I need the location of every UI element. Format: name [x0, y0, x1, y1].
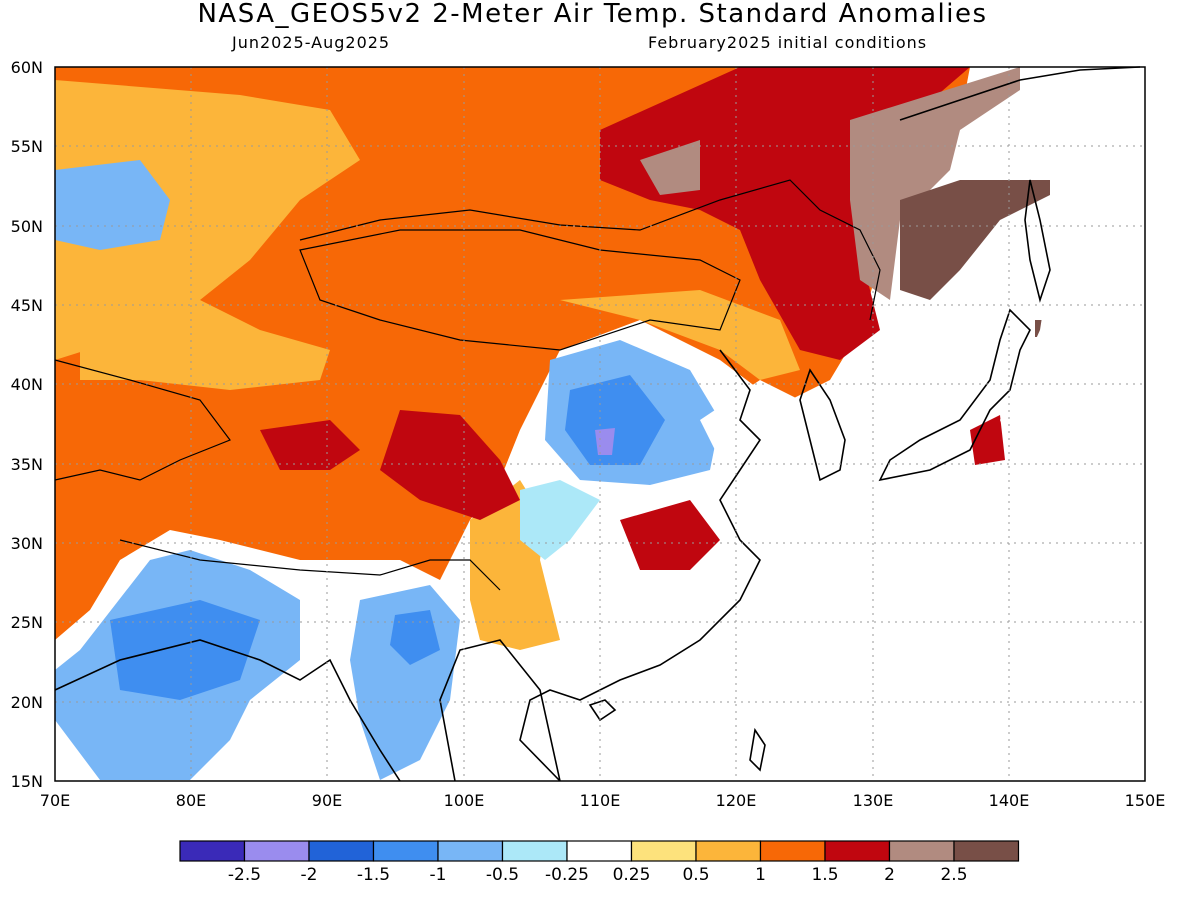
legend-label: 1.5 — [811, 865, 838, 885]
national-borders — [54, 179, 881, 591]
legend-swatch — [501, 840, 568, 862]
anomaly-region-cool-north-china-peak — [595, 428, 615, 455]
legend-swatch — [179, 840, 246, 862]
legend-swatch — [437, 840, 504, 862]
longitude-labels: 70E 80E 90E 100E 110E 120E 130E 140E 150… — [40, 791, 1166, 810]
anomaly-region-extreme — [900, 180, 1050, 300]
forecast-period: Jun2025-Aug2025 — [232, 33, 391, 52]
legend-swatch — [824, 840, 891, 862]
border-himalaya — [119, 539, 501, 591]
lon-label-80e: 80E — [176, 791, 206, 810]
lat-label-45n: 45N — [11, 296, 43, 315]
anomaly-region-cool-north-china-core — [565, 375, 665, 465]
coastline-sakhalin — [1024, 179, 1051, 303]
lon-label-70e: 70E — [40, 791, 70, 810]
legend-label: -2 — [301, 865, 318, 885]
lat-label-55n: 55N — [11, 137, 43, 156]
legend-label: 0.5 — [682, 865, 709, 885]
lat-label-50n: 50N — [11, 217, 43, 236]
legend-label: -1.5 — [357, 865, 390, 885]
border-mongolia — [299, 229, 741, 351]
lat-label-40n: 40N — [11, 375, 43, 394]
lat-label-60n: 60N — [11, 58, 43, 77]
anomaly-region-moderate-west — [80, 300, 330, 390]
lat-label-15n: 15N — [11, 772, 43, 791]
legend-label: -0.5 — [486, 865, 519, 885]
anomaly-region-strong-plateau — [380, 410, 520, 520]
coastline-korea — [799, 368, 846, 482]
map-title: NASA_GEOS5v2 2-Meter Air Temp. Standard … — [197, 0, 988, 29]
legend-swatch — [243, 840, 310, 862]
legend-label: -0.25 — [545, 865, 589, 885]
coastline-japan — [878, 308, 1031, 482]
legend-swatch — [372, 840, 439, 862]
anomaly-region-cool-southeast-asia-core — [390, 610, 440, 665]
legend-labels: -2.5 -2 -1.5 -1 -0.5 -0.25 0.25 0.5 1 1.… — [228, 865, 968, 885]
lon-label-120e: 120E — [716, 791, 757, 810]
anomaly-region-slight-cool-fringe — [55, 160, 170, 250]
coastline-russia-east — [899, 66, 1141, 121]
anomaly-region-slight-cool-central — [520, 480, 600, 560]
lon-label-140e: 140E — [989, 791, 1030, 810]
initial-conditions: February2025 initial conditions — [648, 33, 928, 52]
legend-label: -2.5 — [228, 865, 261, 885]
lat-label-20n: 20N — [11, 693, 43, 712]
legend-label: -1 — [430, 865, 447, 885]
lon-label-110e: 110E — [580, 791, 621, 810]
legend-swatch — [695, 840, 762, 862]
lat-label-25n: 25N — [11, 613, 43, 632]
coastline-hainan — [588, 699, 617, 722]
coastline-taiwan — [749, 727, 766, 772]
gridlines — [55, 67, 1145, 781]
anomaly-region-very-strong-small — [640, 140, 700, 195]
anomaly-region-very-strong — [850, 67, 1020, 300]
anomaly-region-strong-japan — [970, 415, 1005, 465]
anomaly-region-strong-basin — [260, 420, 360, 470]
legend-label: 1 — [755, 865, 766, 885]
legend-swatch — [308, 840, 375, 862]
lat-label-30n: 30N — [11, 534, 43, 553]
color-legend: -2.5 -2 -1.5 -1 -0.5 -0.25 0.25 0.5 1 1.… — [179, 840, 1020, 885]
lon-label-100e: 100E — [444, 791, 485, 810]
lat-label-35n: 35N — [11, 455, 43, 474]
legend-swatch — [888, 840, 955, 862]
map-frame — [54, 66, 1146, 782]
coastline-indochina — [439, 639, 561, 782]
lon-label-90e: 90E — [312, 791, 342, 810]
legend-swatch — [953, 840, 1020, 862]
coastlines — [54, 66, 1141, 782]
anomaly-region-cool-india-core — [110, 600, 260, 700]
legend-swatch — [630, 840, 697, 862]
legend-label: 2 — [884, 865, 895, 885]
legend-swatches — [179, 840, 1020, 862]
border-central-asia — [54, 359, 231, 481]
legend-swatch — [759, 840, 826, 862]
anomaly-region-neutral-pacific — [1000, 67, 1145, 500]
anomaly-region-strong-southeast — [620, 500, 720, 570]
coastline-china — [519, 349, 762, 782]
legend-label: 2.5 — [940, 865, 967, 885]
lon-label-130e: 130E — [853, 791, 894, 810]
legend-label: 0.25 — [613, 865, 651, 885]
anomaly-field — [55, 67, 1145, 781]
anomaly-region-moderate-north — [55, 80, 360, 360]
anomaly-region-neutral-ocean — [700, 380, 1145, 781]
border-russia-china — [299, 179, 881, 321]
coastline-india-bay — [54, 639, 401, 782]
latitude-labels: 60N 55N 50N 45N 40N 35N 30N 25N 20N 15N — [11, 58, 43, 791]
lon-label-150e: 150E — [1125, 791, 1166, 810]
anomaly-region-moderate-east — [560, 290, 800, 380]
legend-swatch — [566, 840, 633, 862]
